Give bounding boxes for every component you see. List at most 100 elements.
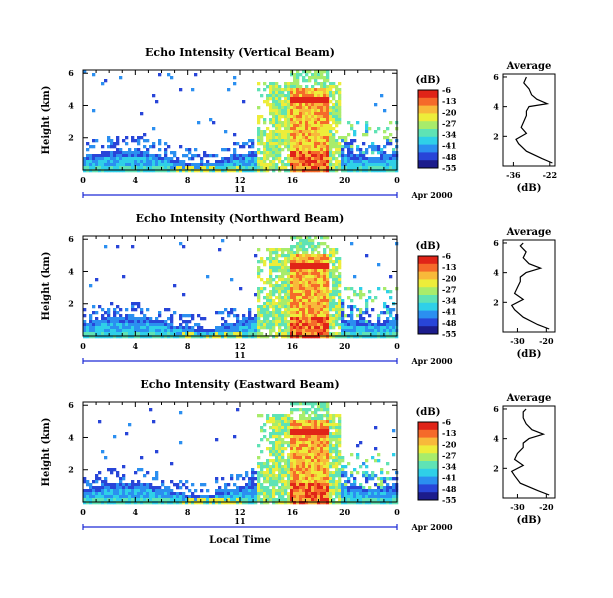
heatmap-cell <box>281 471 285 475</box>
heatmap-cell <box>281 160 285 164</box>
heatmap-cell <box>335 118 339 122</box>
heatmap-cell <box>302 106 306 110</box>
heatmap-cell <box>308 290 312 294</box>
heatmap-cell <box>194 489 198 493</box>
heatmap-cell <box>302 302 306 306</box>
heatmap-cell <box>134 160 138 164</box>
heatmap-cell <box>296 287 300 291</box>
heatmap-cell <box>320 296 324 300</box>
heatmap-cell <box>179 88 183 92</box>
heatmap-cell <box>317 103 321 107</box>
heatmap-cell <box>272 462 276 466</box>
heatmap-cell <box>365 151 369 155</box>
heatmap-cell <box>311 269 315 273</box>
heatmap-cell <box>269 323 273 327</box>
y-tick-label: 2 <box>68 133 74 143</box>
heatmap-cell <box>272 320 276 324</box>
heatmap-cell <box>281 417 285 421</box>
heatmap-cell <box>209 495 213 499</box>
heatmap-cell <box>299 100 303 104</box>
heatmap-cell <box>206 154 210 158</box>
heatmap-cell <box>362 474 366 478</box>
heatmap-cell <box>122 320 126 324</box>
heatmap-cell <box>335 269 339 273</box>
heatmap-cell <box>302 151 306 155</box>
heatmap-cell <box>359 311 363 315</box>
heatmap-cell <box>194 335 198 339</box>
heatmap-cell <box>245 495 249 499</box>
heatmap-cell <box>146 317 150 321</box>
heatmap-cell <box>329 85 333 89</box>
heatmap-cell <box>365 465 369 469</box>
heatmap-cell <box>320 477 324 481</box>
heatmap-cell <box>167 73 171 77</box>
heatmap-cell <box>374 459 378 463</box>
heatmap-cell <box>242 166 246 170</box>
heatmap-cell <box>179 486 183 490</box>
heatmap-cell <box>92 139 96 143</box>
heatmap-cell <box>314 290 318 294</box>
heatmap-cell <box>296 242 300 246</box>
heatmap-cell <box>251 154 255 158</box>
heatmap-cell <box>371 169 375 173</box>
heatmap-cell <box>383 109 387 113</box>
heatmap-cell <box>308 148 312 152</box>
heatmap-cell <box>146 148 150 152</box>
heatmap-cell <box>197 326 201 330</box>
heatmap-cell <box>257 323 261 327</box>
x-tick-label: 20 <box>339 507 351 517</box>
heatmap-cell <box>110 160 114 164</box>
heatmap-cell <box>320 145 324 149</box>
heatmap-cell <box>362 462 366 466</box>
x-tick-label: 16 <box>287 507 299 517</box>
heatmap-cell <box>218 248 222 252</box>
heatmap-cell <box>314 471 318 475</box>
heatmap-cell <box>302 483 306 487</box>
heatmap-cell <box>362 142 366 146</box>
heatmap-cell <box>89 335 93 339</box>
heatmap-cell <box>311 501 315 505</box>
heatmap-cell <box>329 145 333 149</box>
heatmap-cell <box>233 323 237 327</box>
heatmap-cell <box>92 498 96 502</box>
heatmap-cell <box>299 260 303 264</box>
heatmap-cell <box>107 495 111 499</box>
heatmap-cell <box>377 323 381 327</box>
heatmap-cell <box>209 169 213 173</box>
heatmap-cell <box>311 293 315 297</box>
heatmap-cell <box>371 166 375 170</box>
heatmap-cell <box>251 160 255 164</box>
heatmap-cell <box>158 501 162 505</box>
heatmap-cell <box>329 163 333 167</box>
heatmap-cell <box>305 124 309 128</box>
heatmap-cell <box>152 501 156 505</box>
colorbar-label: (dB) <box>416 75 441 86</box>
heatmap-cell <box>338 272 342 276</box>
heatmap-cell <box>299 242 303 246</box>
heatmap-cell <box>302 269 306 273</box>
heatmap-cell <box>284 468 288 472</box>
heatmap-cell <box>281 100 285 104</box>
heatmap-cell <box>281 272 285 276</box>
heatmap-cell <box>353 480 357 484</box>
heatmap-cell <box>323 299 327 303</box>
heatmap-cell <box>104 492 108 496</box>
heatmap-cell <box>185 163 189 167</box>
heatmap-cell <box>308 465 312 469</box>
profile-y-tick-label: 2 <box>493 463 499 473</box>
heatmap-cell <box>302 402 306 406</box>
heatmap-cell <box>122 501 126 505</box>
heatmap-cell <box>113 495 117 499</box>
heatmap-cell <box>320 112 324 116</box>
heatmap-cell <box>338 492 342 496</box>
heatmap-cell <box>383 302 387 306</box>
heatmap-cell <box>260 429 264 433</box>
heatmap-cell <box>350 474 354 478</box>
heatmap-cell <box>311 100 315 104</box>
heatmap-cell <box>368 329 372 333</box>
heatmap-cell <box>173 284 177 288</box>
heatmap-cell <box>293 103 297 107</box>
heatmap-cell <box>293 296 297 300</box>
heatmap-cell <box>305 462 309 466</box>
heatmap-cell <box>326 335 330 339</box>
